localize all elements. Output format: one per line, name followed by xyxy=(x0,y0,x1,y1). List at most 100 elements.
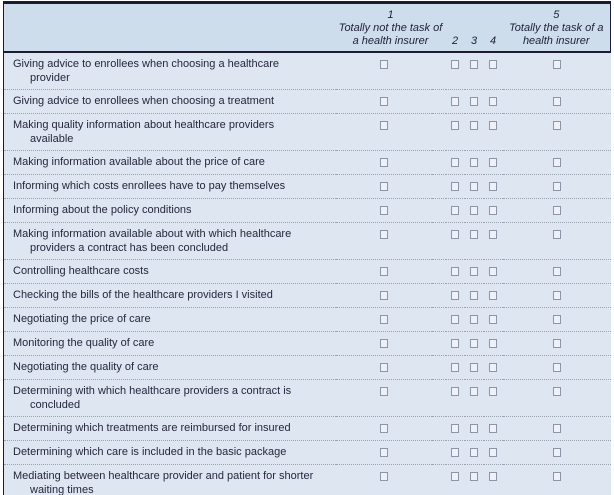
checkbox-scale-5[interactable] xyxy=(552,230,561,239)
checkbox-scale-3[interactable] xyxy=(470,448,479,457)
checkbox-scale-4[interactable] xyxy=(489,158,498,167)
checkbox-scale-2[interactable] xyxy=(451,339,460,348)
checkbox-scale-3[interactable] xyxy=(470,182,479,191)
task-label: Determining which treatments are reimbur… xyxy=(13,422,291,434)
spacer-cell xyxy=(431,89,446,114)
table-row: Making information available about the p… xyxy=(3,150,611,175)
spacer-cell xyxy=(431,174,446,199)
task-label: Determining which care is included in th… xyxy=(13,446,287,458)
checkbox-scale-3[interactable] xyxy=(470,158,479,167)
checkbox-scale-3[interactable] xyxy=(470,206,479,215)
checkbox-scale-2[interactable] xyxy=(451,363,460,372)
checkbox-scale-4[interactable] xyxy=(489,182,498,191)
checkbox-scale-1[interactable] xyxy=(379,97,388,106)
checkbox-scale-2[interactable] xyxy=(451,267,460,276)
checkbox-scale-1[interactable] xyxy=(379,267,388,276)
checkbox-scale-1[interactable] xyxy=(379,472,388,481)
checkbox-scale-4[interactable] xyxy=(489,424,498,433)
checkbox-scale-2[interactable] xyxy=(451,472,460,481)
checkbox-scale-3[interactable] xyxy=(470,472,479,481)
checkbox-scale-3[interactable] xyxy=(470,97,479,106)
checkbox-scale-5[interactable] xyxy=(552,472,561,481)
checkbox-scale-4[interactable] xyxy=(489,339,498,348)
checkbox-scale-3[interactable] xyxy=(470,291,479,300)
checkbox-scale-3[interactable] xyxy=(470,339,479,348)
checkbox-scale-3[interactable] xyxy=(470,363,479,372)
table-row: Mediating between healthcare provider an… xyxy=(3,464,611,495)
scale-1-label-line2: a health insurer xyxy=(352,35,429,47)
checkbox-scale-1[interactable] xyxy=(379,387,388,396)
checkbox-scale-3[interactable] xyxy=(470,315,479,324)
task-label: Giving advice to enrollees when choosing… xyxy=(13,58,279,84)
spacer-cell xyxy=(431,464,446,495)
checkbox-scale-5[interactable] xyxy=(552,363,561,372)
checkbox-scale-5[interactable] xyxy=(552,121,561,130)
checkbox-scale-2[interactable] xyxy=(451,230,460,239)
checkbox-scale-4[interactable] xyxy=(489,97,498,106)
checkbox-scale-5[interactable] xyxy=(552,60,561,69)
spacer-cell xyxy=(431,440,446,465)
checkbox-scale-1[interactable] xyxy=(379,291,388,300)
checkbox-scale-3[interactable] xyxy=(470,387,479,396)
checkbox-scale-4[interactable] xyxy=(489,206,498,215)
checkbox-scale-3[interactable] xyxy=(470,121,479,130)
checkbox-scale-5[interactable] xyxy=(552,315,561,324)
checkbox-scale-2[interactable] xyxy=(451,182,460,191)
spacer-cell xyxy=(432,52,446,90)
checkbox-scale-2[interactable] xyxy=(451,97,460,106)
checkbox-scale-2[interactable] xyxy=(451,291,460,300)
checkbox-scale-2[interactable] xyxy=(451,448,460,457)
checkbox-scale-5[interactable] xyxy=(552,267,561,276)
checkbox-scale-1[interactable] xyxy=(379,424,388,433)
checkbox-scale-2[interactable] xyxy=(451,424,460,433)
checkbox-scale-4[interactable] xyxy=(489,291,498,300)
checkbox-scale-2[interactable] xyxy=(451,387,460,396)
checkbox-scale-4[interactable] xyxy=(489,230,498,239)
checkbox-scale-1[interactable] xyxy=(379,158,388,167)
checkbox-scale-5[interactable] xyxy=(552,182,561,191)
checkbox-scale-4[interactable] xyxy=(489,448,498,457)
table-row: Controlling healthcare costs xyxy=(3,259,611,284)
checkbox-scale-2[interactable] xyxy=(451,206,460,215)
checkbox-scale-2[interactable] xyxy=(451,121,460,130)
checkbox-scale-5[interactable] xyxy=(552,448,561,457)
task-label: Making quality information about healthc… xyxy=(13,119,275,145)
checkbox-scale-4[interactable] xyxy=(489,267,498,276)
checkbox-scale-5[interactable] xyxy=(552,424,561,433)
checkbox-scale-1[interactable] xyxy=(379,60,388,69)
checkbox-scale-2[interactable] xyxy=(451,60,460,69)
checkbox-scale-1[interactable] xyxy=(379,315,388,324)
checkbox-scale-4[interactable] xyxy=(489,472,498,481)
checkbox-scale-1[interactable] xyxy=(379,182,388,191)
checkbox-scale-4[interactable] xyxy=(489,60,498,69)
checkbox-scale-4[interactable] xyxy=(489,387,498,396)
checkbox-scale-3[interactable] xyxy=(470,230,479,239)
checkbox-scale-2[interactable] xyxy=(451,158,460,167)
spacer-cell xyxy=(431,307,446,332)
checkbox-scale-4[interactable] xyxy=(489,315,498,324)
checkbox-scale-1[interactable] xyxy=(379,339,388,348)
spacer-cell xyxy=(431,355,446,380)
checkbox-scale-4[interactable] xyxy=(489,121,498,130)
checkbox-scale-1[interactable] xyxy=(379,230,388,239)
checkbox-scale-5[interactable] xyxy=(552,206,561,215)
checkbox-scale-3[interactable] xyxy=(470,267,479,276)
scale-5-number: 5 xyxy=(553,9,560,21)
checkbox-scale-3[interactable] xyxy=(470,60,479,69)
checkbox-scale-1[interactable] xyxy=(379,206,388,215)
task-label: Determining with which healthcare provid… xyxy=(13,385,292,411)
checkbox-scale-5[interactable] xyxy=(552,339,561,348)
checkbox-scale-1[interactable] xyxy=(379,448,388,457)
checkbox-scale-1[interactable] xyxy=(379,121,388,130)
checkbox-scale-2[interactable] xyxy=(451,315,460,324)
checkbox-scale-5[interactable] xyxy=(552,158,561,167)
spacer-cell xyxy=(431,198,446,223)
table-row: Determining with which healthcare provid… xyxy=(3,379,611,417)
checkbox-scale-5[interactable] xyxy=(552,387,561,396)
checkbox-scale-5[interactable] xyxy=(552,97,561,106)
table-row: Informing about the policy conditions xyxy=(3,198,611,223)
checkbox-scale-5[interactable] xyxy=(552,291,561,300)
checkbox-scale-1[interactable] xyxy=(379,363,388,372)
checkbox-scale-3[interactable] xyxy=(470,424,479,433)
checkbox-scale-4[interactable] xyxy=(489,363,498,372)
